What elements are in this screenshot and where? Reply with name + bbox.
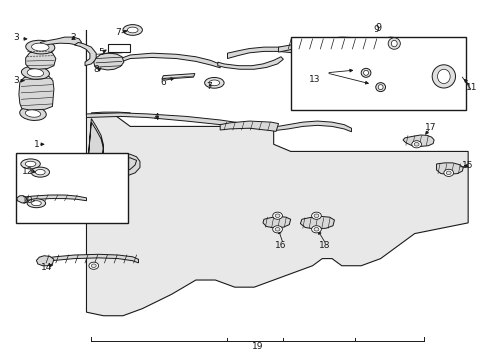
Ellipse shape xyxy=(21,159,40,169)
Ellipse shape xyxy=(437,69,449,84)
Ellipse shape xyxy=(26,40,55,54)
Circle shape xyxy=(411,141,421,148)
Polygon shape xyxy=(402,135,433,147)
Ellipse shape xyxy=(20,107,46,121)
Polygon shape xyxy=(86,113,271,128)
Polygon shape xyxy=(86,30,467,316)
Ellipse shape xyxy=(31,201,41,206)
Polygon shape xyxy=(26,51,56,69)
Ellipse shape xyxy=(208,80,219,86)
Polygon shape xyxy=(94,53,123,70)
Ellipse shape xyxy=(35,170,45,175)
Text: 14: 14 xyxy=(41,263,53,272)
Polygon shape xyxy=(120,53,220,68)
Polygon shape xyxy=(273,121,351,132)
Ellipse shape xyxy=(25,161,36,167)
Ellipse shape xyxy=(127,27,138,33)
Circle shape xyxy=(413,143,418,146)
Ellipse shape xyxy=(375,83,385,91)
Circle shape xyxy=(91,264,96,267)
Polygon shape xyxy=(36,256,54,266)
Ellipse shape xyxy=(431,65,455,88)
Circle shape xyxy=(275,214,280,217)
Text: 15: 15 xyxy=(462,161,473,170)
Polygon shape xyxy=(436,163,462,174)
Text: 9: 9 xyxy=(374,23,381,33)
Text: 1: 1 xyxy=(34,140,39,149)
Text: 16: 16 xyxy=(275,240,286,249)
Polygon shape xyxy=(19,75,54,110)
Polygon shape xyxy=(217,57,283,69)
Text: 17: 17 xyxy=(424,123,435,132)
Circle shape xyxy=(89,262,99,269)
Polygon shape xyxy=(263,216,290,228)
Circle shape xyxy=(313,228,318,231)
Circle shape xyxy=(272,226,282,233)
Text: 11: 11 xyxy=(466,83,477,92)
Polygon shape xyxy=(86,154,140,181)
Polygon shape xyxy=(86,118,103,182)
Ellipse shape xyxy=(25,110,41,117)
Ellipse shape xyxy=(377,85,382,90)
Ellipse shape xyxy=(27,69,43,77)
Polygon shape xyxy=(28,178,86,185)
Text: 18: 18 xyxy=(318,240,330,249)
Text: 5: 5 xyxy=(98,48,104,57)
Circle shape xyxy=(272,212,282,219)
Polygon shape xyxy=(278,37,384,52)
Circle shape xyxy=(443,169,453,176)
Polygon shape xyxy=(40,37,81,46)
Text: 6: 6 xyxy=(160,78,165,87)
Circle shape xyxy=(311,212,321,219)
Ellipse shape xyxy=(32,43,49,51)
Polygon shape xyxy=(162,73,195,79)
Text: 8: 8 xyxy=(93,66,99,75)
Ellipse shape xyxy=(21,66,49,79)
Polygon shape xyxy=(227,47,308,59)
Text: 7: 7 xyxy=(206,82,211,91)
Circle shape xyxy=(275,228,280,231)
Polygon shape xyxy=(220,121,278,131)
Ellipse shape xyxy=(387,38,400,49)
Bar xyxy=(108,44,130,52)
Text: 7: 7 xyxy=(115,28,121,37)
Ellipse shape xyxy=(363,70,368,75)
Ellipse shape xyxy=(390,40,396,47)
Ellipse shape xyxy=(361,68,370,77)
Text: 3: 3 xyxy=(13,33,19,42)
Polygon shape xyxy=(17,196,27,203)
Polygon shape xyxy=(91,112,130,116)
Ellipse shape xyxy=(204,77,224,88)
Ellipse shape xyxy=(122,24,142,35)
Polygon shape xyxy=(376,37,407,51)
Bar xyxy=(16,153,127,223)
Circle shape xyxy=(446,171,450,175)
Text: 12: 12 xyxy=(22,167,34,176)
Text: 19: 19 xyxy=(252,342,264,351)
Text: 9: 9 xyxy=(372,25,378,34)
Circle shape xyxy=(313,214,318,217)
Text: 4: 4 xyxy=(153,113,159,122)
Polygon shape xyxy=(74,42,96,66)
Text: 3: 3 xyxy=(13,76,19,85)
Circle shape xyxy=(311,226,321,233)
Text: 2: 2 xyxy=(70,33,76,42)
Text: 10: 10 xyxy=(22,196,34,205)
Text: 13: 13 xyxy=(308,76,320,85)
Ellipse shape xyxy=(27,199,45,208)
Ellipse shape xyxy=(31,167,49,177)
Polygon shape xyxy=(42,254,138,263)
Polygon shape xyxy=(23,195,86,201)
Polygon shape xyxy=(300,216,334,229)
Bar xyxy=(290,37,465,111)
